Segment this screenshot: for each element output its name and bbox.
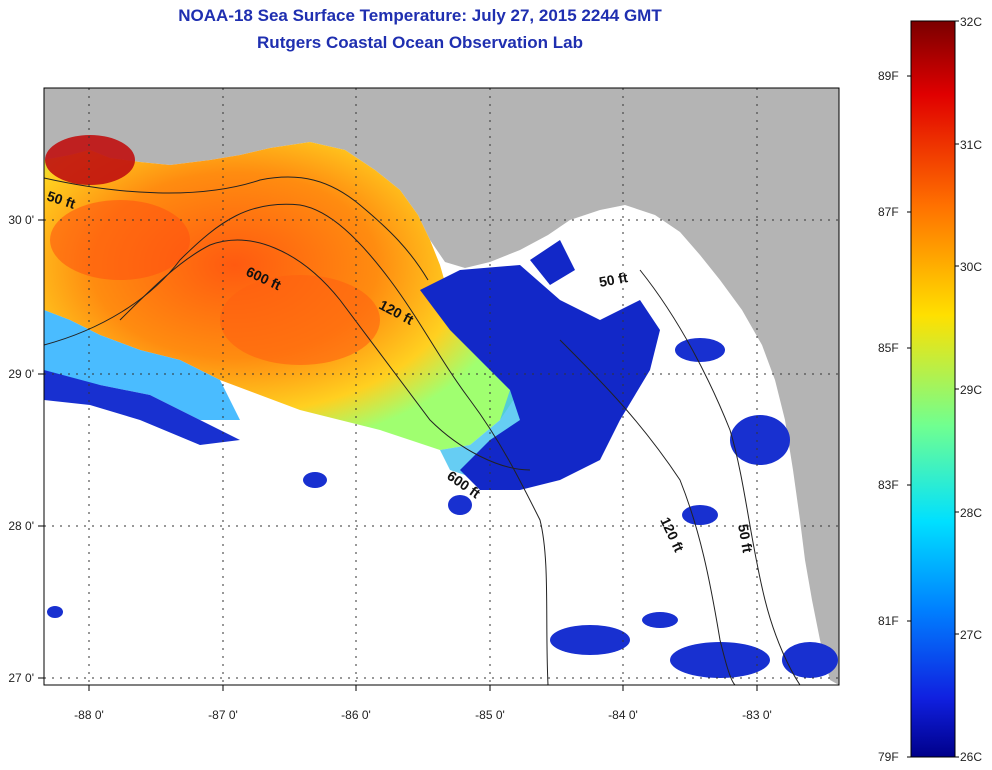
lon-label: -88 0' bbox=[74, 708, 104, 722]
contour-label: 50 ft bbox=[598, 269, 629, 290]
map-subtitle: Rutgers Coastal Ocean Observation Lab bbox=[257, 33, 583, 52]
colorbar-c-label: 30C bbox=[960, 260, 983, 274]
contour-50ft-west bbox=[44, 176, 429, 281]
cold-patch-3 bbox=[682, 505, 718, 525]
colorbar-c-label: 31C bbox=[960, 138, 983, 152]
cold-fringe-west bbox=[44, 370, 240, 445]
cold-patch-2 bbox=[730, 415, 790, 465]
cold-patch-9 bbox=[303, 472, 327, 488]
contour-120ft bbox=[119, 239, 531, 471]
lon-label: -86 0' bbox=[341, 708, 371, 722]
contour-label: 50 ft bbox=[735, 523, 756, 554]
colorbar-c-label: 32C bbox=[960, 15, 983, 29]
colorbar-f-label: 89F bbox=[878, 69, 899, 83]
colorbar-c-label: 26C bbox=[960, 750, 983, 764]
colorbar-f-label: 83F bbox=[878, 478, 899, 492]
lon-label: -83 0' bbox=[742, 708, 772, 722]
map-title: NOAA-18 Sea Surface Temperature: July 27… bbox=[178, 6, 662, 25]
cold-patch-1 bbox=[675, 338, 725, 362]
cold-patch-8 bbox=[448, 495, 472, 515]
contour-600ft bbox=[44, 203, 549, 685]
colorbar-f-label: 87F bbox=[878, 205, 899, 219]
colorbar-c-label: 27C bbox=[960, 628, 983, 642]
cold-patch-10 bbox=[47, 606, 63, 618]
map-frame bbox=[43, 87, 840, 686]
colorbar-c-label: 29C bbox=[960, 383, 983, 397]
cold-patch-6 bbox=[782, 642, 838, 678]
cold-patch-7 bbox=[642, 612, 678, 628]
cold-water-east bbox=[420, 265, 660, 490]
cold-patch-coast bbox=[530, 240, 575, 285]
colorbar-f-label: 85F bbox=[878, 341, 899, 355]
lat-label: 28 0' bbox=[8, 519, 34, 533]
cold-patch-4 bbox=[550, 625, 630, 655]
colorbar-f-label: 79F bbox=[878, 750, 899, 764]
colorbar-c-label: 28C bbox=[960, 506, 983, 520]
colorbar-f-label: 81F bbox=[878, 614, 899, 628]
lon-label: -84 0' bbox=[608, 708, 638, 722]
hot-bay bbox=[45, 135, 135, 185]
lon-label: -87 0' bbox=[208, 708, 238, 722]
contour-50ft-east bbox=[639, 269, 801, 685]
map-grid bbox=[44, 88, 839, 685]
contour-120ft-east bbox=[559, 339, 736, 685]
cold-patch-5 bbox=[670, 642, 770, 678]
warm-west bbox=[50, 200, 190, 280]
lat-label: 27 0' bbox=[8, 671, 34, 685]
warm-core bbox=[220, 275, 380, 365]
colorbar bbox=[910, 20, 956, 758]
lat-label: 29 0' bbox=[8, 367, 34, 381]
lon-label: -85 0' bbox=[475, 708, 505, 722]
cool-fringe-west bbox=[44, 310, 240, 420]
lat-label: 30 0' bbox=[8, 213, 34, 227]
